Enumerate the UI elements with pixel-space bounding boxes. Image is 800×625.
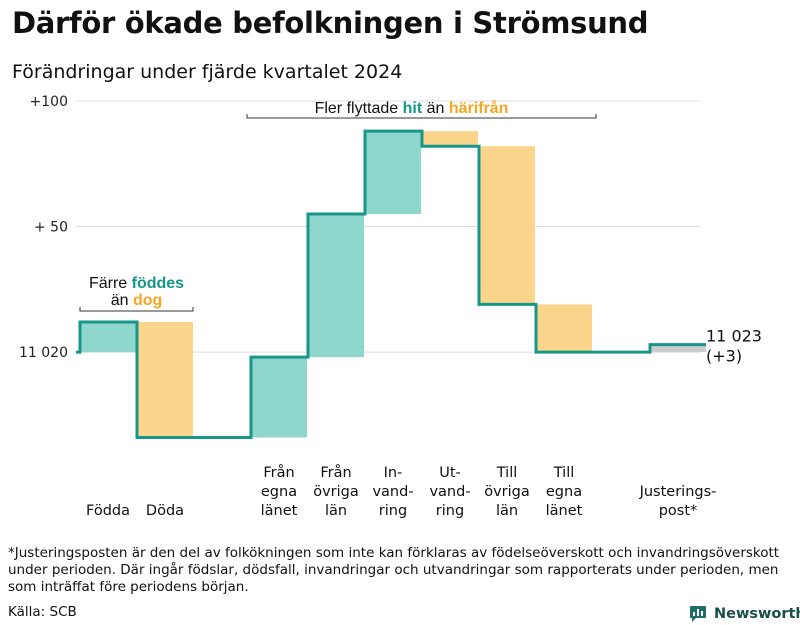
chart-subtitle: Förändringar under fjärde kvartalet 2024 (12, 61, 403, 83)
annotation-text-0: Färre föddes (89, 275, 184, 292)
annotation-bracket-0 (79, 307, 194, 312)
brand-logo: Newsworthy (688, 604, 800, 624)
y-tick-label-1: + 50 (34, 220, 68, 236)
x-category-label-6: Till övriga län (484, 465, 530, 519)
bar-5 (422, 131, 478, 147)
source-label: Källa: SCB (8, 604, 77, 620)
bar-2 (251, 357, 307, 438)
y-tick-label-0: 11 020 (19, 345, 68, 361)
x-category-label-1: Döda (146, 503, 184, 519)
brand-name: Newsworthy (714, 606, 800, 622)
y-tick-label-2: +100 (30, 94, 68, 110)
x-category-label-3: Från övriga län (313, 464, 359, 519)
chart-title: Därför ökade befolkningen i Strömsund (12, 6, 649, 40)
x-category-label-5: Ut-vand-ring (429, 465, 470, 519)
x-category-label-2: Från egna länet (261, 464, 298, 519)
running-total-line (76, 129, 706, 439)
x-category-label-0: Födda (86, 503, 130, 519)
x-category-label-8: Justerings-post* (639, 484, 717, 519)
waterfall-chart: 11 020 + 50 +100 Födda Döda Från egna länet Från… (19, 94, 762, 519)
annotation-text-0-line2: än dog (111, 292, 163, 309)
bar-6 (479, 146, 535, 305)
annotation-text-1: Fler flyttade hit än härifrån (315, 99, 509, 117)
x-category-label-7: Till egna länet (546, 465, 583, 519)
x-category-label-4: In-vand-ring (372, 465, 413, 519)
bar-4 (365, 131, 421, 214)
footnote: *Justeringsposten är den del av folkökni… (8, 545, 780, 595)
bar-1 (137, 321, 193, 438)
bar-3 (308, 214, 364, 358)
bar-0 (80, 321, 136, 353)
end-change-label: (+3) (706, 347, 742, 366)
end-value-label: 11 023 (706, 327, 762, 346)
bar-7 (536, 304, 592, 353)
bar-8 (650, 344, 706, 353)
newsworthy-icon (690, 606, 706, 622)
annotation-bracket-1 (246, 114, 597, 119)
